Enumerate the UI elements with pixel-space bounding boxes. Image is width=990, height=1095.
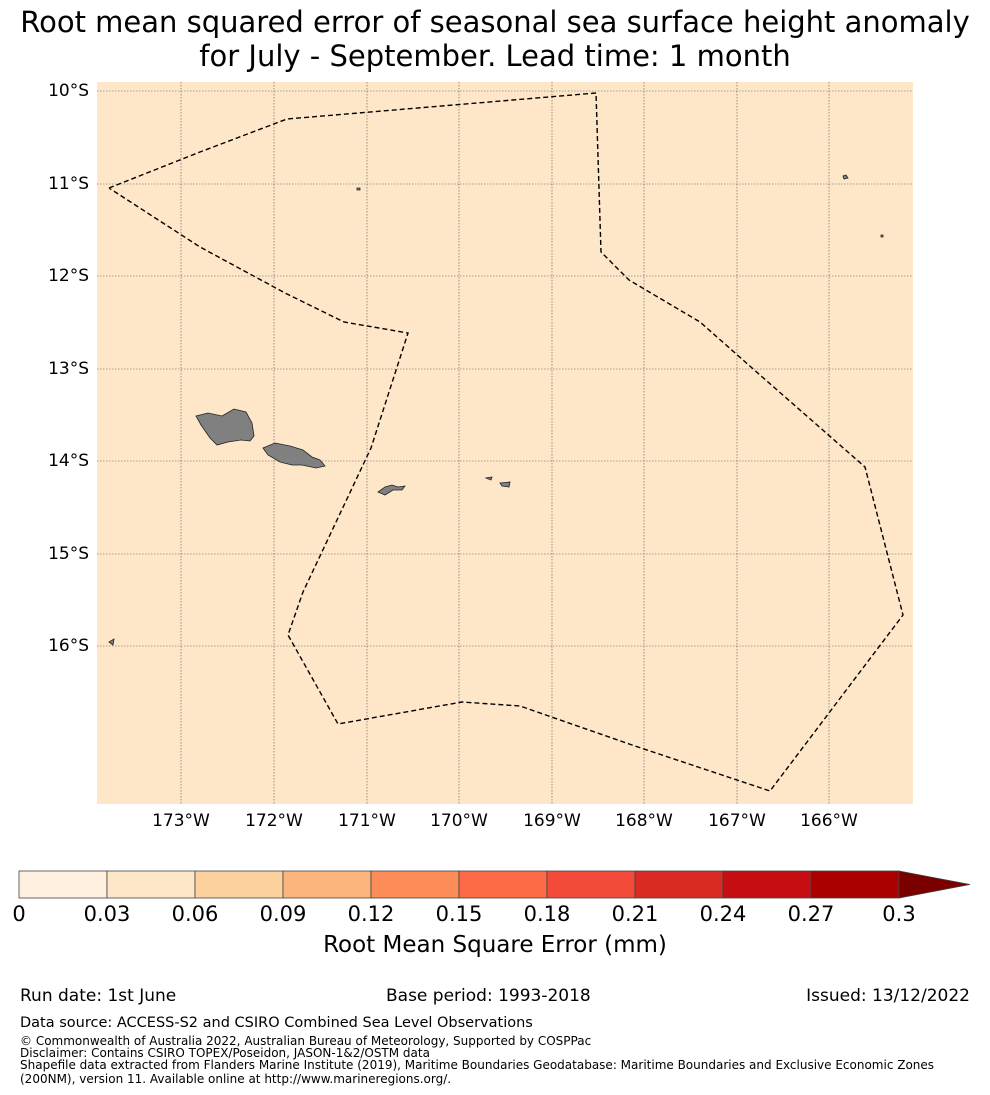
data-source: Data source: ACCESS-S2 and CSIRO Combine… bbox=[20, 1015, 533, 1031]
savaii-island bbox=[195, 408, 255, 446]
colorbar-tick-003: 0.03 bbox=[83, 902, 131, 926]
colorbar-tick-012: 0.12 bbox=[347, 902, 395, 926]
colorbar-cell bbox=[810, 870, 900, 899]
colorbar-tick-021: 0.21 bbox=[611, 902, 659, 926]
disclaimer: Disclaimer: Contains CSIRO TOPEX/Poseido… bbox=[20, 1046, 430, 1060]
lat-label-15s: 15°S bbox=[48, 544, 89, 564]
lon-label-168w: 168°W bbox=[615, 811, 673, 831]
land-masses bbox=[108, 174, 884, 646]
lon-label-167w: 167°W bbox=[708, 811, 766, 831]
lon-label-172w: 172°W bbox=[245, 811, 303, 831]
colorbar-label: Root Mean Square Error (mm) bbox=[323, 932, 667, 958]
run-date: Run date: 1st June bbox=[20, 986, 177, 1006]
lat-label-12s: 12°S bbox=[48, 266, 89, 286]
lon-label-173w: 173°W bbox=[152, 811, 210, 831]
lat-label-16s: 16°S bbox=[48, 636, 89, 656]
upolu-island bbox=[262, 442, 326, 469]
colorbar-cell bbox=[722, 870, 812, 899]
colorbar-tick-024: 0.24 bbox=[699, 902, 747, 926]
colorbar-cell bbox=[106, 870, 196, 899]
colorbar-cell bbox=[282, 870, 372, 899]
colorbar-tick-006: 0.06 bbox=[171, 902, 219, 926]
colorbar-cell bbox=[370, 870, 460, 899]
shapefile-credit: Shapefile data extracted from Flanders M… bbox=[20, 1058, 935, 1086]
islet-west bbox=[108, 638, 115, 646]
colorbar-tick-018: 0.18 bbox=[523, 902, 571, 926]
map-title-line-1: Root mean squared error of seasonal sea … bbox=[20, 5, 970, 39]
islet-north-2 bbox=[842, 174, 849, 180]
islet-north-3 bbox=[880, 234, 884, 238]
lat-label-11s: 11°S bbox=[48, 174, 89, 194]
ofu-olosega-island bbox=[484, 476, 493, 481]
islet-north-1 bbox=[356, 187, 361, 191]
lon-label-171w: 171°W bbox=[338, 811, 396, 831]
issued-date: Issued: 13/12/2022 bbox=[806, 986, 970, 1006]
lat-label-13s: 13°S bbox=[48, 359, 89, 379]
lon-label-169w: 169°W bbox=[523, 811, 581, 831]
colorbar-extend-arrow bbox=[898, 870, 971, 899]
colorbar-tick-0: 0 bbox=[12, 902, 26, 926]
lat-label-14s: 14°S bbox=[48, 451, 89, 471]
eez-boundary-samoa bbox=[108, 92, 904, 792]
colorbar-tick-009: 0.09 bbox=[259, 902, 307, 926]
colorbar bbox=[18, 870, 971, 899]
colorbar-cell bbox=[458, 870, 548, 899]
colorbar-tick-03: 0.3 bbox=[882, 902, 916, 926]
tau-island bbox=[499, 481, 511, 488]
graticule bbox=[97, 82, 913, 804]
map-plot bbox=[97, 82, 913, 804]
copyright-notice: © Commonwealth of Australia 2022, Austra… bbox=[20, 1034, 592, 1048]
tutuila-island bbox=[377, 484, 406, 496]
lon-label-166w: 166°W bbox=[800, 811, 858, 831]
colorbar-tick-015: 0.15 bbox=[435, 902, 483, 926]
colorbar-cells bbox=[18, 870, 900, 899]
colorbar-tick-027: 0.27 bbox=[787, 902, 835, 926]
colorbar-cell bbox=[634, 870, 724, 899]
ocean-field bbox=[97, 82, 913, 804]
lon-label-170w: 170°W bbox=[430, 811, 488, 831]
base-period: Base period: 1993-2018 bbox=[386, 986, 591, 1006]
colorbar-cell bbox=[546, 870, 636, 899]
colorbar-cell bbox=[194, 870, 284, 899]
lat-label-10s: 10°S bbox=[48, 81, 89, 101]
map-title-line-2: for July - September. Lead time: 1 month bbox=[199, 39, 791, 73]
colorbar-cell bbox=[18, 870, 108, 899]
